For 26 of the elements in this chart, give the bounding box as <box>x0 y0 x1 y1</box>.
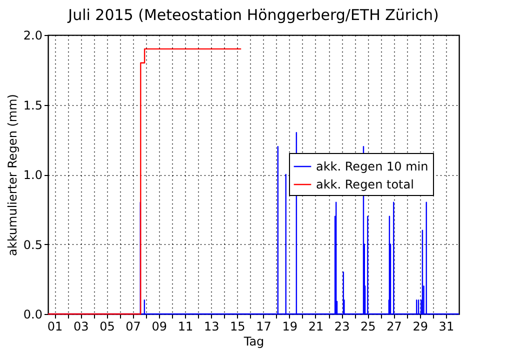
y-tick-label: 0.0 <box>23 308 42 322</box>
x-tick-label: 09 <box>152 320 168 334</box>
x-tick-label: 17 <box>256 320 272 334</box>
y-axis-title: akkumulierter Regen (mm) <box>5 94 20 256</box>
chart-title: Juli 2015 (Meteostation Hönggerberg/ETH Zürich) <box>67 6 439 24</box>
x-tick-label: 03 <box>73 320 89 334</box>
x-tick-label: 07 <box>126 320 141 334</box>
x-tick-label: 11 <box>178 320 194 334</box>
y-tick-label: 0.5 <box>23 238 42 252</box>
y-tick-label: 1.0 <box>23 168 42 182</box>
x-tick-label: 13 <box>204 320 220 334</box>
x-tick-label: 19 <box>282 320 298 334</box>
x-tick-label: 27 <box>386 320 402 334</box>
y-tick-label: 1.5 <box>23 98 42 112</box>
x-tick-label: 01 <box>47 320 63 334</box>
x-tick-label: 25 <box>360 320 376 334</box>
x-tick-label: 15 <box>230 320 246 334</box>
x-tick-label: 31 <box>438 320 454 334</box>
x-tick-label: 05 <box>100 320 115 334</box>
x-axis-title: Tag <box>242 334 264 348</box>
legend-label: akk. Regen 10 min <box>316 160 428 174</box>
x-tick-label: 29 <box>412 320 428 334</box>
legend-label: akk. Regen total <box>316 178 414 192</box>
x-tick-label: 21 <box>308 320 324 334</box>
x-tick-label: 23 <box>334 320 350 334</box>
y-tick-label: 2.0 <box>23 28 42 42</box>
